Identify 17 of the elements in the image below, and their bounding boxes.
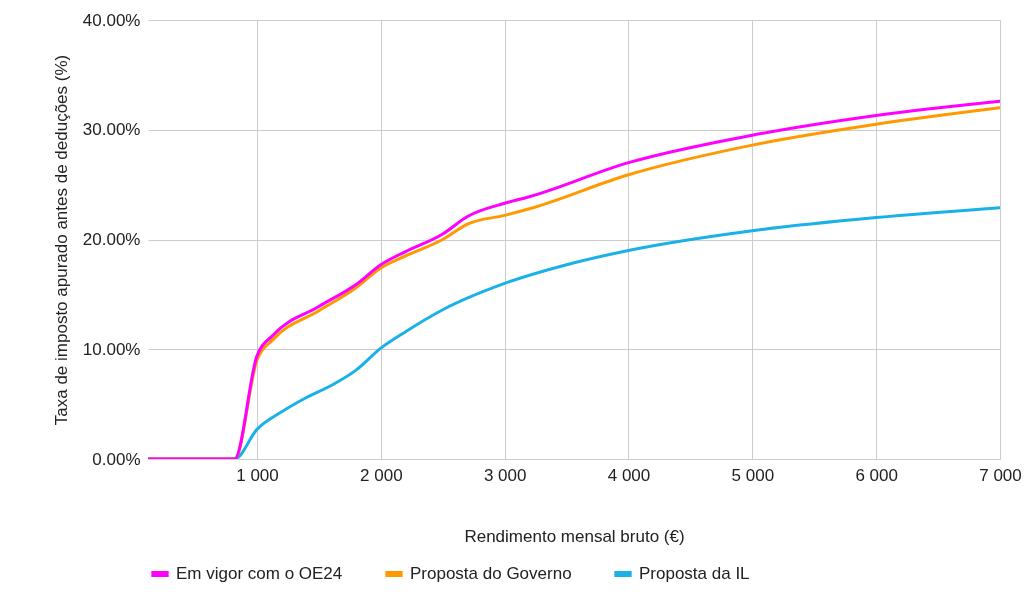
- x-tick-label: 5 000: [731, 465, 775, 485]
- x-tick-label: 1 000: [236, 465, 279, 485]
- y-tick-label: 10.00%: [82, 339, 141, 359]
- y-tick-label: 30.00%: [82, 120, 141, 140]
- x-tick-label: 6 000: [855, 465, 898, 485]
- y-tick-label: 0.00%: [92, 449, 141, 469]
- legend-label: Proposta da IL: [639, 564, 750, 583]
- y-axis-title: Taxa de imposto apurado antes de deduções (%): [51, 54, 71, 426]
- y-tick-label: 40.00%: [82, 10, 141, 30]
- x-axis-title: Rendimento mensal bruto (€): [464, 526, 685, 546]
- legend-label: Em vigor com o OE24: [176, 564, 343, 583]
- x-tick-label: 4 000: [607, 465, 651, 485]
- x-tick-label: 2 000: [360, 465, 403, 485]
- x-tick-label: 7 000: [979, 465, 1022, 485]
- legend-label: Proposta do Governo: [410, 564, 572, 583]
- x-tick-label: 3 000: [483, 465, 527, 485]
- y-tick-label: 20.00%: [82, 230, 141, 249]
